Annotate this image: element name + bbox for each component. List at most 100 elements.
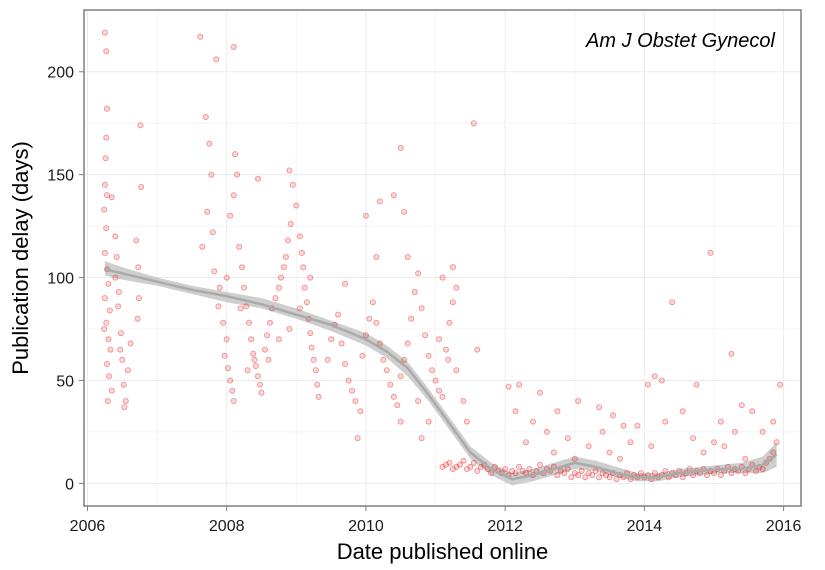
data-point: [554, 472, 561, 479]
smooth-curve: [104, 268, 778, 481]
data-point: [122, 397, 129, 404]
data-point: [669, 299, 676, 306]
data-point: [606, 449, 613, 456]
data-point: [103, 319, 110, 326]
data-point: [258, 389, 265, 396]
data-point: [777, 381, 784, 388]
data-point: [477, 463, 484, 470]
data-point: [449, 264, 456, 271]
data-point: [634, 422, 641, 429]
data-point: [324, 356, 331, 363]
data-point: [223, 274, 230, 281]
data-point: [301, 284, 308, 291]
data-point: [561, 470, 568, 477]
data-point: [101, 325, 108, 332]
data-point: [592, 467, 599, 474]
data-point: [585, 443, 592, 450]
data-point: [115, 303, 122, 310]
data-point: [121, 404, 128, 411]
data-point: [728, 470, 735, 477]
data-point: [439, 393, 446, 400]
data-point: [138, 183, 145, 190]
data-point: [117, 346, 124, 353]
data-point: [328, 336, 335, 343]
data-point: [453, 284, 460, 291]
data-point: [257, 381, 264, 388]
data-point: [488, 470, 495, 477]
data-point: [230, 44, 237, 51]
data-point: [251, 356, 258, 363]
data-point: [202, 114, 209, 121]
data-point: [352, 397, 359, 404]
data-point: [415, 270, 422, 277]
data-point: [296, 233, 303, 240]
data-point: [106, 307, 113, 314]
data-point: [599, 428, 606, 435]
data-point: [707, 249, 714, 256]
data-point: [770, 449, 777, 456]
data-point: [103, 134, 110, 141]
data-point: [225, 365, 232, 372]
data-point: [264, 332, 271, 339]
data-point: [435, 387, 442, 394]
data-point: [221, 352, 228, 359]
data-point: [644, 381, 651, 388]
data-point: [105, 280, 112, 287]
data-point: [397, 418, 404, 425]
data-point: [362, 212, 369, 219]
data-point: [101, 206, 108, 213]
data-point: [300, 264, 307, 271]
data-point: [516, 463, 523, 470]
data-point: [463, 418, 470, 425]
data-point: [627, 439, 634, 446]
data-point: [571, 470, 578, 477]
data-point: [449, 299, 456, 306]
data-point: [310, 356, 317, 363]
data-point: [314, 381, 321, 388]
data-point: [537, 389, 544, 396]
data-point: [298, 249, 305, 256]
data-point: [599, 470, 606, 477]
data-point: [442, 346, 449, 353]
data-point: [101, 181, 108, 188]
data-point: [550, 449, 557, 456]
data-point: [135, 295, 142, 302]
data-point: [439, 274, 446, 281]
data-point: [234, 171, 241, 178]
data-point: [287, 220, 294, 227]
data-point: [749, 408, 756, 415]
data-point: [773, 439, 780, 446]
data-point: [512, 470, 519, 477]
data-point: [446, 459, 453, 466]
data-point: [104, 397, 111, 404]
data-point: [404, 253, 411, 260]
data-point: [603, 472, 610, 479]
data-point: [197, 33, 204, 40]
data-point: [467, 463, 474, 470]
data-point: [759, 428, 766, 435]
data-point: [261, 346, 268, 353]
data-point: [415, 397, 422, 404]
data-point: [245, 319, 252, 326]
data-point: [711, 439, 718, 446]
data-point: [105, 336, 112, 343]
data-point: [693, 381, 700, 388]
data-point: [115, 288, 122, 295]
data-point: [103, 48, 110, 55]
data-point: [303, 299, 310, 306]
data-point: [596, 404, 603, 411]
data-point: [648, 443, 655, 450]
data-point: [408, 315, 415, 322]
data-point: [265, 356, 272, 363]
data-point: [742, 455, 749, 462]
data-point: [348, 387, 355, 394]
data-point: [445, 356, 452, 363]
data-point: [704, 472, 711, 479]
data-point: [286, 325, 293, 332]
y-tick-label: 100: [47, 271, 74, 288]
data-point: [575, 472, 582, 479]
data-point: [770, 418, 777, 425]
data-point: [429, 367, 436, 374]
data-point: [523, 439, 530, 446]
